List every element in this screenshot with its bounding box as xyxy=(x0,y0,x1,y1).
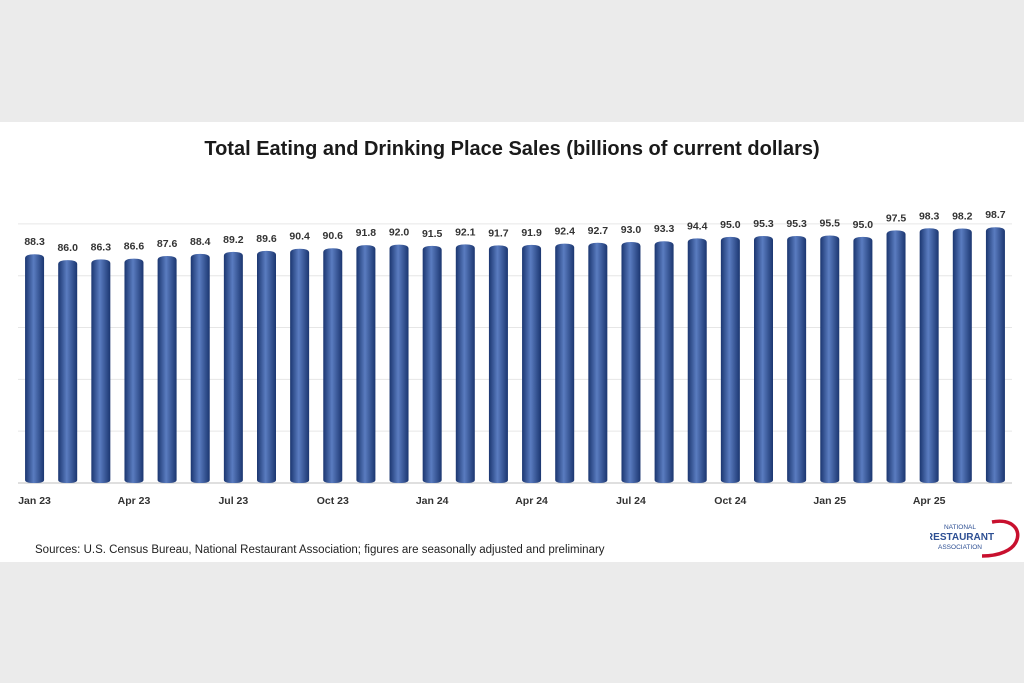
bar-mar-23 xyxy=(91,259,111,483)
bar-jun-25 xyxy=(985,227,1005,483)
value-label: 95.3 xyxy=(753,218,774,230)
x-tick-label: Jan 25 xyxy=(813,495,846,507)
bar-jan-25 xyxy=(820,235,840,483)
value-label: 93.3 xyxy=(654,223,675,235)
bars-group xyxy=(25,227,1005,483)
value-label: 98.7 xyxy=(985,209,1006,221)
nra-logo: NATIONAL RESTAURANT ASSOCIATION xyxy=(930,519,1020,558)
value-label: 91.8 xyxy=(356,227,377,239)
bar-oct-23 xyxy=(323,248,343,483)
value-label: 91.7 xyxy=(488,227,509,239)
value-label: 95.0 xyxy=(720,219,741,231)
value-label: 91.9 xyxy=(521,227,542,239)
bar-nov-24 xyxy=(754,236,773,483)
value-labels-group: 88.3 86.0 86.3 86.6 87.6 88.4 89.2 89.6 90.4 90.6… xyxy=(24,209,1005,254)
bar-apr-25 xyxy=(919,228,939,483)
value-label: 90.4 xyxy=(289,231,310,243)
bar-nov-23 xyxy=(356,245,376,483)
chart-title: Total Eating and Drinking Place Sales (b… xyxy=(204,138,820,160)
gridlines xyxy=(18,223,1012,484)
bar-jun-24 xyxy=(588,242,608,483)
source-note: Sources: U.S. Census Bureau, National Re… xyxy=(35,544,605,556)
bar-aug-23 xyxy=(257,250,276,483)
x-tick-label: Oct 24 xyxy=(714,495,746,507)
bar-jul-24 xyxy=(621,242,641,483)
value-label: 86.6 xyxy=(124,241,145,253)
value-label: 95.0 xyxy=(853,219,874,231)
value-label: 92.0 xyxy=(389,227,410,239)
x-tick-label: Jan 23 xyxy=(18,495,51,507)
value-label: 98.2 xyxy=(952,211,973,223)
logo-line-association: ASSOCIATION xyxy=(938,544,982,551)
x-tick-label: Apr 25 xyxy=(913,495,946,507)
bar-jan-23 xyxy=(25,254,45,483)
value-label: 94.4 xyxy=(687,220,708,232)
x-tick-label: Jul 24 xyxy=(616,495,646,507)
bar-jul-23 xyxy=(223,251,243,483)
bar-jun-23 xyxy=(190,253,210,483)
bar-mar-25 xyxy=(886,230,906,483)
bar-sep-24 xyxy=(687,238,707,483)
x-tick-label: Apr 23 xyxy=(118,495,151,507)
bar-apr-24 xyxy=(522,244,542,483)
value-label: 90.6 xyxy=(323,230,344,242)
value-label: 92.7 xyxy=(588,225,609,237)
value-label: 89.2 xyxy=(223,234,244,246)
bar-feb-24 xyxy=(455,244,475,483)
logo-line-national: NATIONAL xyxy=(944,524,976,531)
bar-jan-24 xyxy=(422,245,442,483)
bar-may-23 xyxy=(157,256,177,483)
x-axis-labels-group: Jan 23 Apr 23 Jul 23 Oct 23 Jan 24 Apr 24 Jul … xyxy=(18,495,945,507)
value-label: 89.6 xyxy=(256,233,277,245)
value-label: 98.3 xyxy=(919,210,940,222)
bar-aug-24 xyxy=(654,241,674,483)
bar-may-24 xyxy=(555,243,575,483)
bar-dec-23 xyxy=(389,244,409,483)
value-label: 92.1 xyxy=(455,226,476,238)
value-label: 95.3 xyxy=(786,218,807,230)
bar-feb-25 xyxy=(853,236,873,483)
value-label: 92.4 xyxy=(554,226,575,238)
value-label: 86.0 xyxy=(57,242,78,254)
bar-apr-23 xyxy=(124,258,144,483)
x-tick-label: Jul 23 xyxy=(218,495,248,507)
x-tick-label: Jan 24 xyxy=(416,495,449,507)
bar-sep-23 xyxy=(290,248,310,483)
value-label: 97.5 xyxy=(886,212,907,224)
bar-oct-24 xyxy=(720,236,740,483)
logo-line-restaurant: RESTAURANT xyxy=(930,532,994,543)
value-label: 95.5 xyxy=(820,218,841,230)
value-label: 91.5 xyxy=(422,228,443,240)
bar-dec-24 xyxy=(787,236,807,483)
value-label: 88.4 xyxy=(190,236,211,248)
logo-swoosh-icon xyxy=(981,519,1020,558)
value-label: 87.6 xyxy=(157,238,178,250)
value-label: 86.3 xyxy=(91,241,112,253)
value-label: 93.0 xyxy=(621,224,642,236)
x-tick-label: Apr 24 xyxy=(515,495,548,507)
bar-feb-23 xyxy=(58,260,78,483)
bar-mar-24 xyxy=(488,245,508,483)
bar-may-25 xyxy=(952,228,972,483)
x-tick-label: Oct 23 xyxy=(317,495,349,507)
value-label: 88.3 xyxy=(24,236,45,248)
